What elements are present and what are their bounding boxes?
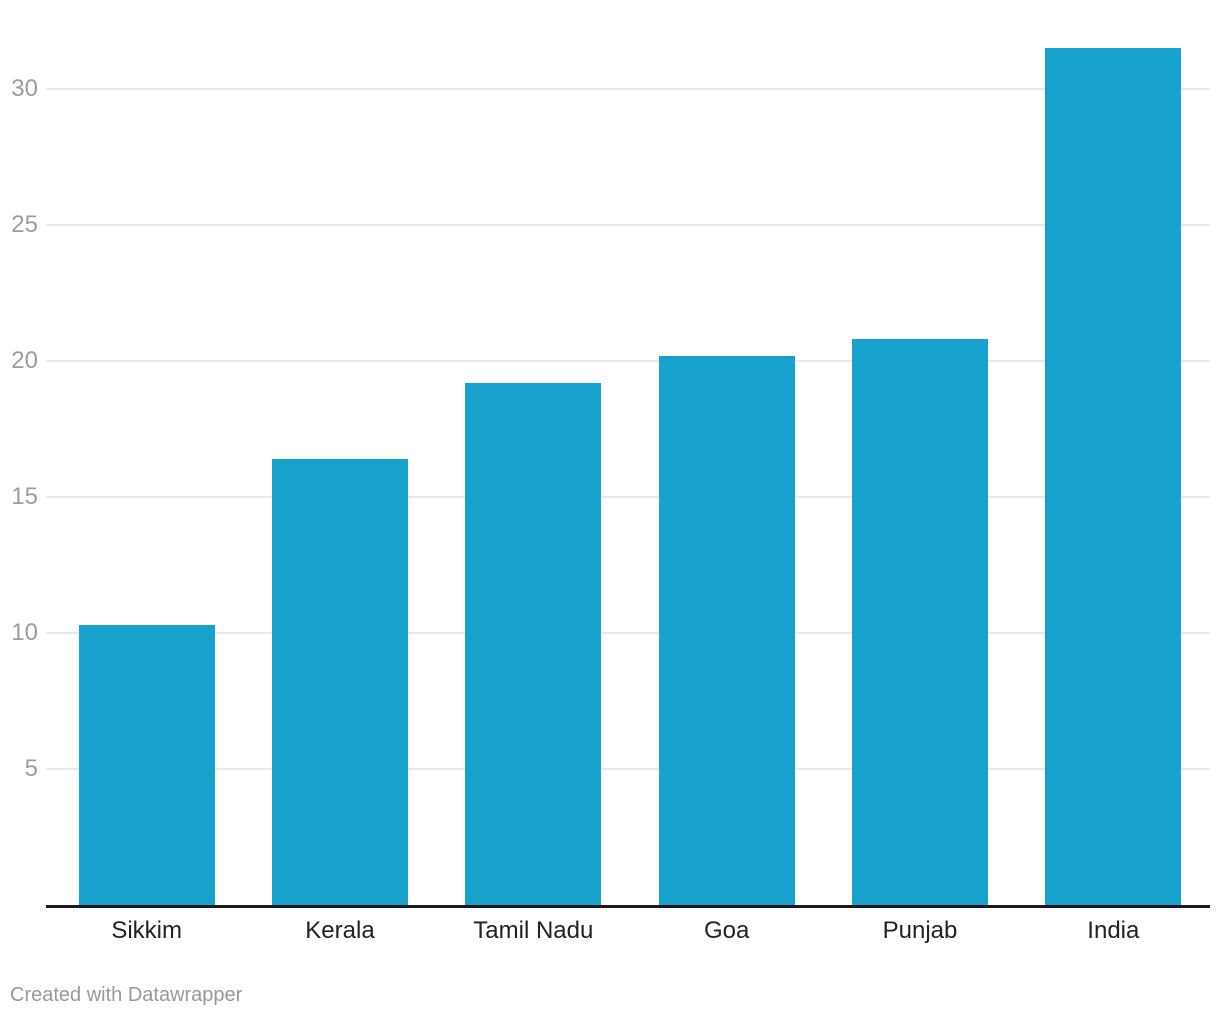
chart-footer: Created with Datawrapper — [10, 982, 242, 1008]
x-axis-label-punjab: Punjab — [882, 917, 958, 944]
bar-sikkim[interactable] — [78, 624, 215, 905]
y-axis-tick-label-20: 20 — [11, 347, 38, 374]
gridline-20 — [46, 359, 1210, 363]
datawrapper-credit-link[interactable]: Created with Datawrapper — [10, 984, 243, 1006]
x-axis-label-kerala: Kerala — [305, 917, 375, 944]
bar-tamil-nadu[interactable] — [465, 382, 602, 905]
gridline-10 — [46, 631, 1210, 635]
y-axis-tick-label-15: 15 — [11, 483, 38, 510]
x-axis-label-sikkim: Sikkim — [111, 917, 182, 944]
bar-kerala[interactable] — [271, 458, 408, 905]
bar-punjab[interactable] — [851, 339, 988, 905]
gridline-25 — [46, 223, 1210, 227]
x-axis-baseline — [46, 905, 1210, 908]
x-axis-label-india: India — [1087, 917, 1140, 944]
gridline-30 — [46, 87, 1210, 91]
x-axis-label-goa: Goa — [703, 917, 750, 944]
y-axis-tick-label-10: 10 — [11, 619, 38, 646]
y-axis-tick-label-30: 30 — [11, 75, 38, 102]
gridline-15 — [46, 495, 1210, 499]
y-axis-tick-label-25: 25 — [11, 211, 38, 238]
bar-goa[interactable] — [658, 355, 795, 905]
bar-india[interactable] — [1045, 48, 1182, 905]
y-axis-tick-label-5: 5 — [24, 755, 38, 782]
x-axis-label-tamil-nadu: Tamil Nadu — [473, 917, 594, 944]
gridline-5 — [46, 767, 1210, 771]
